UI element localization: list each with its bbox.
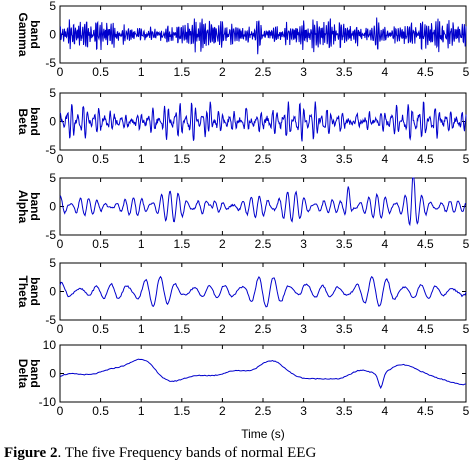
x-tick-label: 2 xyxy=(219,65,226,79)
y-axis-label-band: band xyxy=(28,359,42,388)
x-tick-label: 1.5 xyxy=(173,65,190,79)
x-tick-label: 0.5 xyxy=(92,237,109,251)
x-tick-label: 3 xyxy=(300,322,307,336)
caption-text: . The five Frequency bands of normal EEG xyxy=(57,445,317,461)
x-tick-label: 3 xyxy=(300,152,307,166)
x-tick-label: 0.5 xyxy=(92,65,109,79)
y-tick-label: 0 xyxy=(49,200,56,214)
y-axis-label-delta: Delta xyxy=(16,359,30,389)
plot-frame xyxy=(59,177,467,236)
series-line-beta xyxy=(59,101,467,142)
x-tick-label: 4 xyxy=(381,65,388,79)
y-tick-label: 5 xyxy=(49,171,56,185)
y-axis-label-band: band xyxy=(28,192,42,221)
y-axis-label-band: band xyxy=(28,20,42,49)
y-tick-label: -5 xyxy=(45,143,56,157)
x-tick-label: 2.5 xyxy=(255,237,272,251)
y-tick-label: 0 xyxy=(49,367,56,381)
x-tick-label: 1 xyxy=(138,404,145,418)
series-line-theta xyxy=(59,275,467,308)
y-tick-label: -5 xyxy=(45,56,56,70)
y-tick-label: 10 xyxy=(43,338,57,352)
y-tick-label: 0 xyxy=(49,115,56,129)
x-tick-label: 2 xyxy=(219,322,226,336)
x-tick-label: 5 xyxy=(463,404,470,418)
x-tick-label: 4.5 xyxy=(417,322,434,336)
y-axis-label-band: band xyxy=(28,107,42,136)
x-tick-label: 3 xyxy=(300,404,307,418)
x-tick-label: 1 xyxy=(138,322,145,336)
x-tick-label: 4.5 xyxy=(417,237,434,251)
y-tick-label: 5 xyxy=(49,86,56,100)
x-tick-label: 4.5 xyxy=(417,152,434,166)
y-axis-label-band: band xyxy=(28,277,42,306)
x-tick-label: 2.5 xyxy=(255,152,272,166)
x-tick-label: 1 xyxy=(138,152,145,166)
x-tick-label: 4.5 xyxy=(417,404,434,418)
x-tick-label: 5 xyxy=(463,237,470,251)
x-tick-label: 1.5 xyxy=(173,152,190,166)
x-tick-label: 0 xyxy=(57,65,64,79)
series-line-alpha xyxy=(59,177,467,227)
x-tick-label: 2 xyxy=(219,404,226,418)
x-tick-label: 5 xyxy=(463,322,470,336)
y-tick-label: -5 xyxy=(45,228,56,242)
x-tick-label: 4 xyxy=(381,152,388,166)
x-tick-label: 1.5 xyxy=(173,404,190,418)
x-tick-label: 1 xyxy=(138,237,145,251)
y-tick-label: 5 xyxy=(49,256,56,270)
x-tick-label: 4.5 xyxy=(417,65,434,79)
x-tick-label: 3.5 xyxy=(336,152,353,166)
y-tick-label: 0 xyxy=(49,28,56,42)
y-tick-label: 5 xyxy=(49,0,56,13)
y-tick-label: -5 xyxy=(45,313,56,327)
x-tick-label: 3.5 xyxy=(336,322,353,336)
x-tick-label: 4 xyxy=(381,322,388,336)
y-axis-label-alpha: Alpha xyxy=(16,190,30,224)
x-tick-label: 0 xyxy=(57,237,64,251)
y-axis-label-gamma: Gamma xyxy=(16,12,30,56)
x-tick-label: 3 xyxy=(300,237,307,251)
x-tick-label: 2 xyxy=(219,237,226,251)
x-tick-label: 0.5 xyxy=(92,152,109,166)
x-tick-label: 3 xyxy=(300,65,307,79)
x-tick-label: 1 xyxy=(138,65,145,79)
series-line-delta xyxy=(59,358,467,390)
x-tick-label: 0.5 xyxy=(92,322,109,336)
x-tick-label: 1.5 xyxy=(173,237,190,251)
x-tick-label: 4 xyxy=(381,237,388,251)
figure-caption: Figure 2. The five Frequency bands of no… xyxy=(4,445,474,462)
x-tick-label: 2.5 xyxy=(255,65,272,79)
x-tick-label: 3.5 xyxy=(336,237,353,251)
x-tick-label: 2 xyxy=(219,152,226,166)
caption-label: Figure 2 xyxy=(4,445,58,461)
x-tick-label: 1.5 xyxy=(173,322,190,336)
series-line-gamma xyxy=(59,17,467,55)
y-axis-label-beta: Beta xyxy=(16,108,30,134)
x-tick-label: 5 xyxy=(463,65,470,79)
x-tick-label: 3.5 xyxy=(336,404,353,418)
x-tick-label: 5 xyxy=(463,152,470,166)
plot-frame xyxy=(59,344,467,403)
plot-frame xyxy=(59,92,467,151)
x-tick-label: 0 xyxy=(57,152,64,166)
x-tick-label: 0 xyxy=(57,322,64,336)
x-tick-label: 2.5 xyxy=(255,404,272,418)
x-tick-label: 3.5 xyxy=(336,65,353,79)
plot-frame xyxy=(59,262,467,321)
x-tick-label: 0 xyxy=(57,404,64,418)
y-tick-label: 0 xyxy=(49,285,56,299)
y-tick-label: -10 xyxy=(39,395,57,409)
x-tick-label: 2.5 xyxy=(255,322,272,336)
x-tick-label: 0.5 xyxy=(92,404,109,418)
x-axis-label: Time (s) xyxy=(241,427,285,441)
x-tick-label: 4 xyxy=(381,404,388,418)
y-axis-label-theta: Theta xyxy=(16,275,30,307)
